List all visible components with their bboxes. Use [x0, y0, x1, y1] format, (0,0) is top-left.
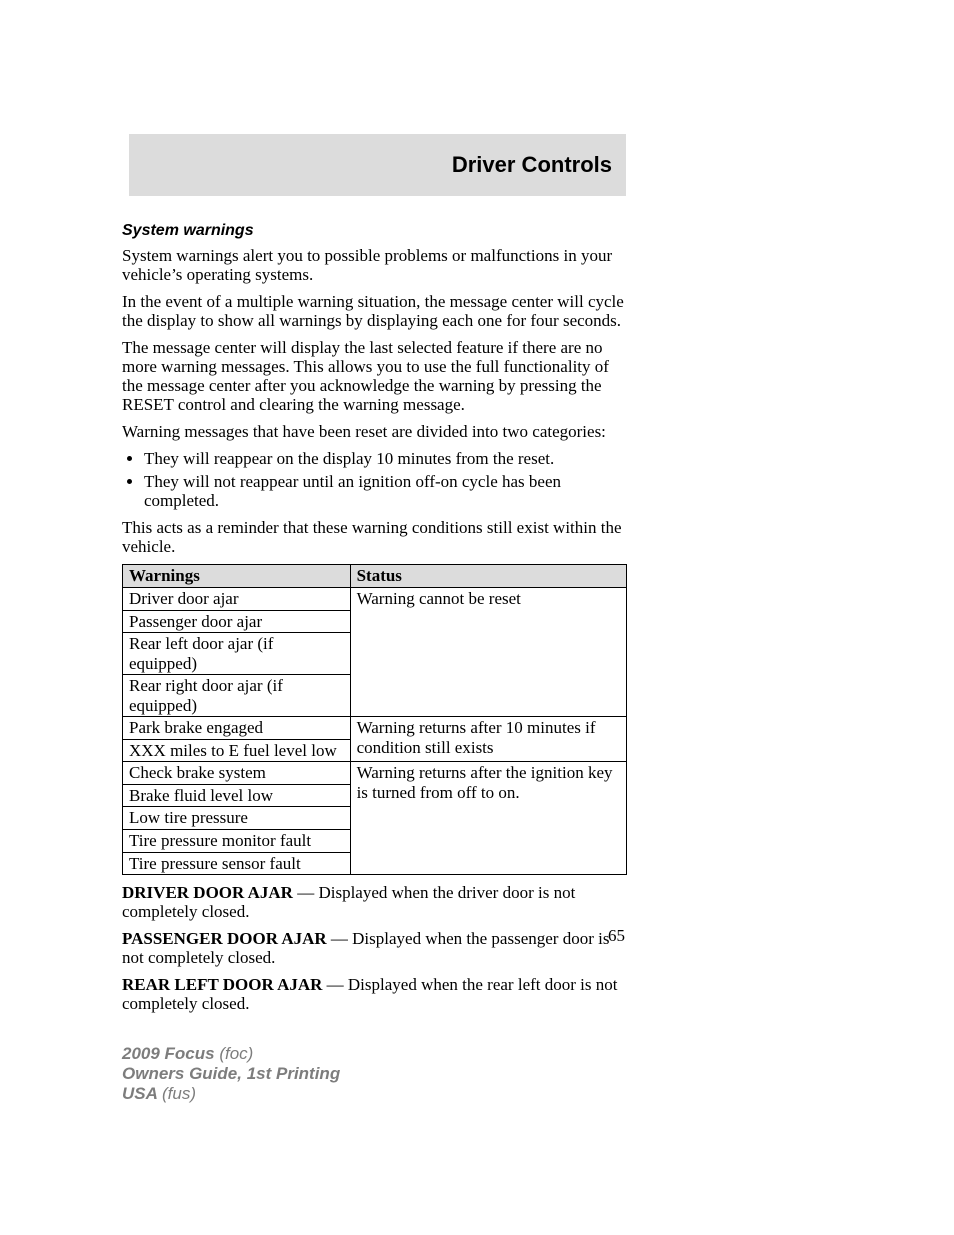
page-body: System warnings System warnings alert yo…	[122, 222, 627, 1021]
status-cell: Warning returns after the ignition key i…	[350, 762, 626, 875]
bullet-list: They will reappear on the display 10 min…	[122, 449, 627, 510]
warning-cell: Check brake system	[123, 762, 351, 785]
paragraph: Warning messages that have been reset ar…	[122, 422, 627, 441]
warning-cell: Rear right door ajar (if equipped)	[123, 675, 351, 717]
footer-line: Owners Guide, 1st Printing	[122, 1064, 340, 1084]
footer-region: USA	[122, 1084, 162, 1103]
warning-cell: Tire pressure sensor fault	[123, 852, 351, 875]
section-header-title: Driver Controls	[452, 152, 612, 178]
paragraph: System warnings alert you to possible pr…	[122, 246, 627, 284]
paragraph: This acts as a reminder that these warni…	[122, 518, 627, 556]
table-header-row: Warnings Status	[123, 565, 627, 588]
footer-line: 2009 Focus (foc)	[122, 1044, 340, 1064]
warning-cell: Park brake engaged	[123, 717, 351, 740]
definition: PASSENGER DOOR AJAR — Displayed when the…	[122, 929, 627, 967]
footer-code: (foc)	[219, 1044, 253, 1063]
warning-cell: Passenger door ajar	[123, 610, 351, 633]
definition: DRIVER DOOR AJAR — Displayed when the dr…	[122, 883, 627, 921]
footer: 2009 Focus (foc) Owners Guide, 1st Print…	[122, 1044, 340, 1104]
page-number: 65	[608, 926, 625, 946]
page: Driver Controls System warnings System w…	[0, 0, 954, 1235]
status-cell: Warning returns after 10 minutes if cond…	[350, 717, 626, 762]
warnings-table: Warnings Status Driver door ajar Warning…	[122, 564, 627, 875]
subsection-heading: System warnings	[122, 222, 627, 240]
paragraph: The message center will display the last…	[122, 338, 627, 414]
table-row: Park brake engaged Warning returns after…	[123, 717, 627, 740]
table-row: Driver door ajar Warning cannot be reset	[123, 587, 627, 610]
definition-term: PASSENGER DOOR AJAR	[122, 929, 327, 948]
footer-code: (fus)	[162, 1084, 196, 1103]
table-row: Check brake system Warning returns after…	[123, 762, 627, 785]
definition: REAR LEFT DOOR AJAR — Displayed when the…	[122, 975, 627, 1013]
list-item: They will not reappear until an ignition…	[144, 472, 627, 510]
section-header-box: Driver Controls	[129, 134, 626, 196]
warning-cell: XXX miles to E fuel level low	[123, 739, 351, 762]
warning-cell: Rear left door ajar (if equipped)	[123, 633, 351, 675]
definition-term: REAR LEFT DOOR AJAR	[122, 975, 322, 994]
list-item: They will reappear on the display 10 min…	[144, 449, 627, 468]
warning-cell: Tire pressure monitor fault	[123, 830, 351, 853]
definition-term: DRIVER DOOR AJAR	[122, 883, 293, 902]
footer-line: USA (fus)	[122, 1084, 340, 1104]
paragraph: In the event of a multiple warning situa…	[122, 292, 627, 330]
warning-cell: Brake fluid level low	[123, 784, 351, 807]
warning-cell: Low tire pressure	[123, 807, 351, 830]
status-cell: Warning cannot be reset	[350, 587, 626, 716]
warning-cell: Driver door ajar	[123, 587, 351, 610]
footer-model: 2009 Focus	[122, 1044, 219, 1063]
column-header-status: Status	[350, 565, 626, 588]
column-header-warnings: Warnings	[123, 565, 351, 588]
